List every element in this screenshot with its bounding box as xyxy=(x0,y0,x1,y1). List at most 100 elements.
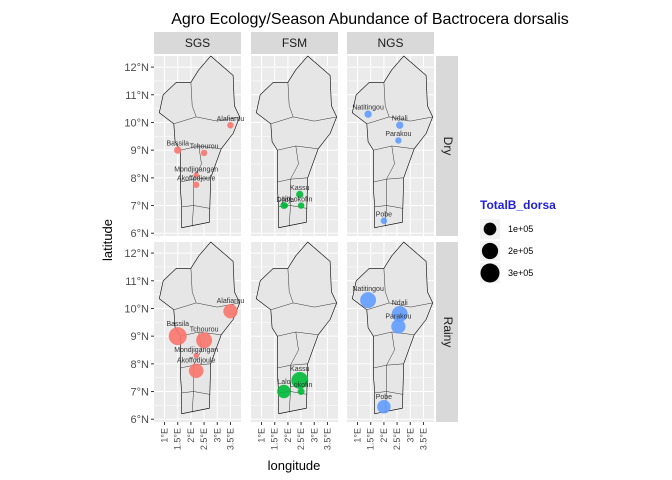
y-tick-label: 10°N xyxy=(124,303,149,315)
map-region-border xyxy=(190,268,197,303)
y-tick-label: 7°N xyxy=(131,201,150,213)
data-point xyxy=(188,363,204,379)
y-tick-label: 12°N xyxy=(124,248,149,260)
y-tick-label: 8°N xyxy=(131,359,150,371)
point-label: Natitingou xyxy=(352,286,384,293)
data-point xyxy=(277,384,291,399)
y-tick-label: 6°N xyxy=(131,414,150,426)
map-region-border xyxy=(287,82,294,117)
point-label: Djidja xyxy=(277,197,295,204)
size-legend: TotalB_dorsa 1e+05 2e+05 3e+05 xyxy=(480,198,556,283)
panel-ngs-dry: Natitingou Ndali Parakou Pobe xyxy=(347,52,434,236)
point-label: Akoffodjoule xyxy=(177,357,216,364)
data-point xyxy=(297,202,305,209)
data-point xyxy=(395,137,402,144)
data-point xyxy=(391,306,408,322)
data-point xyxy=(174,146,182,154)
data-point xyxy=(396,121,404,129)
point-label: Lokofin xyxy=(290,382,313,389)
data-point xyxy=(296,190,304,199)
legend-title: TotalB_dorsa xyxy=(480,198,556,212)
facet-strip-column xyxy=(154,32,241,54)
map-region-border xyxy=(290,145,299,180)
facet-strip-row xyxy=(436,56,458,236)
data-point xyxy=(227,122,234,129)
point-label: Pobe xyxy=(376,394,392,401)
x-tick-label: 1.5°E xyxy=(366,428,376,450)
x-tick-label: 1°E xyxy=(160,428,170,443)
x-tick-label: 3°E xyxy=(309,428,319,443)
point-label: Lalo xyxy=(277,196,290,203)
point-label: Lokofin xyxy=(290,196,313,203)
data-point xyxy=(168,327,187,346)
x-tick-label: 1°E xyxy=(257,428,267,443)
legend-entry-label: 3e+05 xyxy=(508,268,533,278)
data-point xyxy=(282,202,289,209)
facet-strip-label: NGS xyxy=(377,36,403,50)
y-tick-label: 7°N xyxy=(131,387,150,399)
map-outline xyxy=(351,55,434,229)
y-tick-label: 6°N xyxy=(131,228,150,240)
map-region-border xyxy=(191,179,194,227)
map-outline xyxy=(158,241,241,415)
map-region-border xyxy=(270,302,337,311)
chart-title: Agro Ecology/Season Abundance of Bactroc… xyxy=(171,11,569,28)
point-label: Parakou xyxy=(385,313,411,320)
point-label: Bassila xyxy=(166,140,189,147)
x-tick-label: 2°E xyxy=(379,428,389,443)
point-label: Natitingou xyxy=(352,104,384,111)
map-region-border xyxy=(366,116,433,125)
map-region-border xyxy=(290,331,299,366)
y-tick-label: 9°N xyxy=(131,145,150,157)
y-tick-label: 8°N xyxy=(131,173,150,185)
point-label: Alafiarou xyxy=(217,298,245,305)
x-tick-label: 3.5°E xyxy=(322,428,332,450)
map-region-border xyxy=(383,268,390,303)
data-point xyxy=(223,304,238,319)
map-region-border xyxy=(288,179,291,227)
x-axis-title: longitude xyxy=(268,458,321,473)
data-point xyxy=(193,172,199,178)
point-label: Parakou xyxy=(385,131,411,138)
map-region-border xyxy=(386,145,395,180)
point-label: Pobe xyxy=(376,212,392,219)
facet-strip-row xyxy=(436,242,458,422)
point-label: Ndali xyxy=(392,300,408,307)
point-label: Akoffodjoule xyxy=(177,176,216,183)
map-region-border xyxy=(173,116,240,125)
x-tick-label: 3°E xyxy=(212,428,222,443)
map-outline xyxy=(255,55,338,229)
data-point xyxy=(192,181,200,188)
data-point xyxy=(360,292,377,309)
x-tick-label: 2°E xyxy=(186,428,196,443)
map-region-border xyxy=(366,302,433,311)
map-region-border xyxy=(287,268,294,303)
data-point xyxy=(196,332,213,349)
point-label: Ndali xyxy=(392,116,408,123)
facet-strip-column xyxy=(347,32,434,54)
legend-key-circle xyxy=(483,222,497,236)
facet-strip-label: FSM xyxy=(282,36,307,50)
point-label: Tchourou xyxy=(190,144,219,151)
facet-strip-label: Rainy xyxy=(441,317,455,348)
y-tick-label: 9°N xyxy=(131,331,150,343)
x-tick-label: 2.5°E xyxy=(392,428,402,450)
legend-key-circle xyxy=(481,242,499,260)
point-label: Tchourou xyxy=(190,326,219,333)
data-point xyxy=(200,149,208,157)
data-point xyxy=(193,352,199,359)
map-outline xyxy=(158,55,241,229)
x-tick-label: 1°E xyxy=(353,428,363,443)
point-label: Bassila xyxy=(166,321,189,328)
x-tick-label: 3.5°E xyxy=(225,428,235,450)
legend-entry-label: 2e+05 xyxy=(508,246,533,256)
map-region-border xyxy=(386,331,395,366)
y-tick-label: 11°N xyxy=(125,90,149,102)
x-tick-label: 2.5°E xyxy=(296,428,306,450)
map-region-border xyxy=(383,82,390,117)
x-tick-label: 1.5°E xyxy=(173,428,183,450)
